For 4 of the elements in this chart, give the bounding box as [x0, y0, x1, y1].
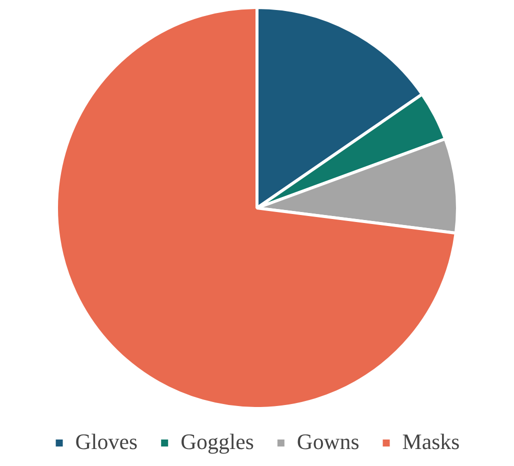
legend-label: Gloves — [75, 428, 138, 454]
legend-label: Goggles — [180, 428, 254, 454]
legend-label: Gowns — [296, 428, 360, 454]
legend-label: Masks — [402, 428, 460, 454]
